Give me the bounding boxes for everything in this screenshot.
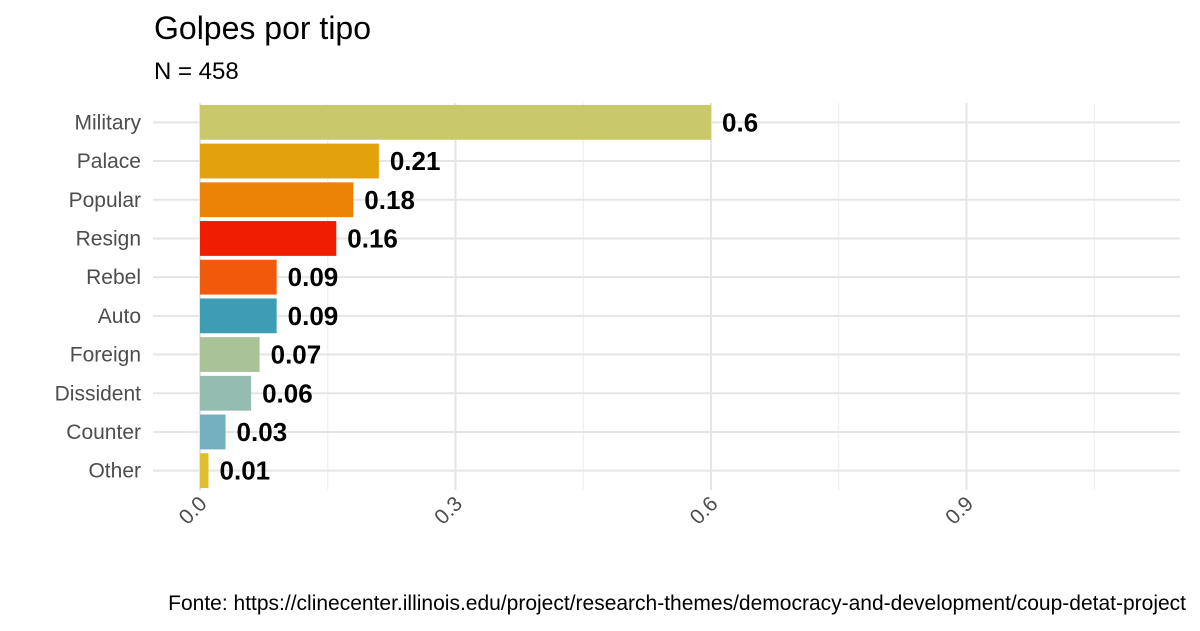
source-caption: Fonte: https://clinecenter.illinois.edu/… [168,592,1186,615]
category-label-palace: Palace [77,150,141,173]
category-labels: Military Palace Popular Resign Rebel Auto Fore… [55,111,142,482]
category-label-other: Other [88,460,141,483]
data-label-dissident: 0.06 [262,378,313,408]
data-label-resign: 0.16 [347,223,398,253]
bar-rebel [200,259,277,295]
data-label-rebel: 0.09 [288,262,339,292]
x-tick-label: 0.9 [941,492,978,529]
data-label-auto: 0.09 [288,301,339,331]
category-label-auto: Auto [98,305,141,328]
bar-resign [200,221,337,256]
bar-other [200,453,209,489]
data-label-palace: 0.21 [390,146,441,176]
chart-title: Golpes por tipo [154,10,372,46]
bar-palace [200,143,379,179]
data-label-foreign: 0.07 [271,340,322,370]
category-label-military: Military [75,111,142,134]
category-label-dissident: Dissident [55,382,142,405]
bar-auto [200,298,277,334]
data-label-popular: 0.18 [364,185,415,215]
bars [200,104,712,489]
category-label-resign: Resign [76,227,141,250]
category-label-popular: Popular [69,189,141,212]
category-label-rebel: Rebel [86,266,141,289]
bar-counter [200,414,226,450]
bar-military [200,104,712,140]
x-tick-labels: 0.0 0.3 0.6 0.9 [175,492,978,529]
data-label-military: 0.6 [722,107,758,137]
grid [153,103,1180,490]
x-tick-label: 0.0 [175,492,212,529]
data-label-counter: 0.03 [237,417,288,447]
bar-foreign [200,337,260,372]
chart-subtitle: N = 458 [154,58,239,85]
data-label-other: 0.01 [220,456,271,486]
x-tick-label: 0.3 [430,492,467,529]
bar-popular [200,182,354,218]
x-tick-label: 0.6 [686,492,723,529]
bar-dissident [200,375,252,411]
category-label-counter: Counter [66,421,141,444]
data-labels: 0.6 0.21 0.18 0.16 0.09 0.09 0.07 0.06 0.03 0.01 [220,107,759,485]
category-label-foreign: Foreign [70,344,141,367]
